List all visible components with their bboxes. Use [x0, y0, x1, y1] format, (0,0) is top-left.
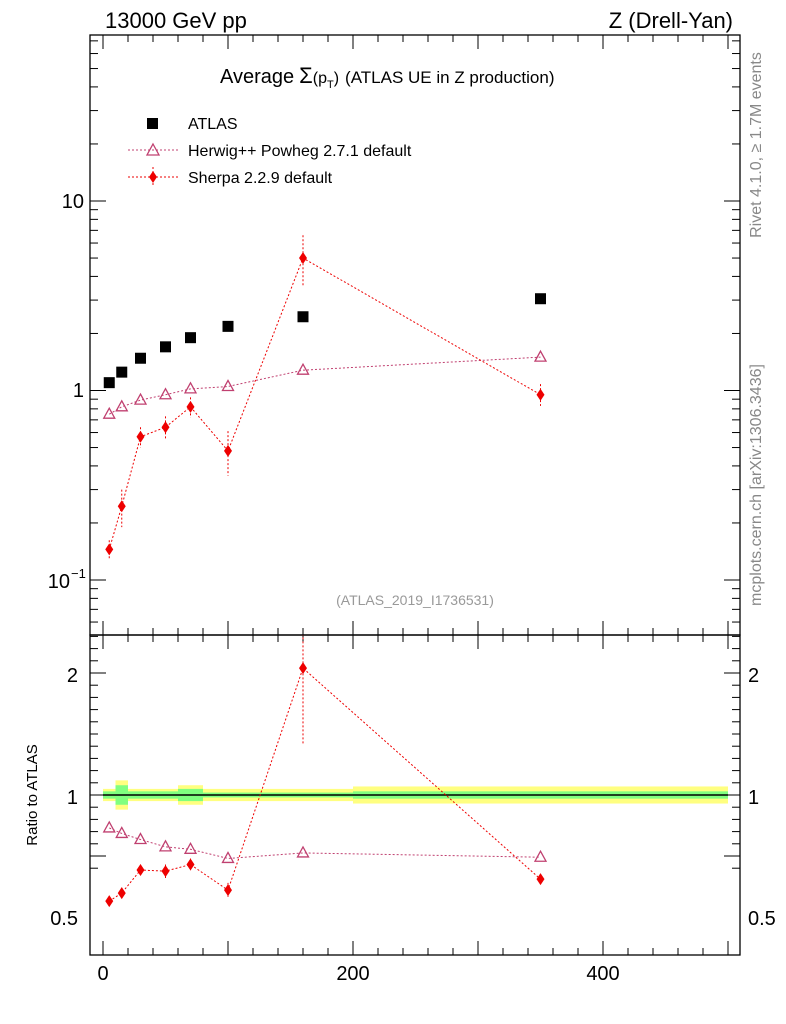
herwig-point — [296, 362, 310, 375]
ratio-ylabel: Ratio to ATLAS — [24, 744, 41, 845]
sherpa-point — [224, 444, 232, 457]
legend: ATLAS Herwig++ Powheg 2.7.1 default Sher… — [128, 116, 412, 187]
rivet-version: Rivet 4.1.0, ≥ 1.7M events — [748, 52, 765, 238]
herwig-ratio-point — [115, 826, 129, 839]
legend-herwig-marker — [145, 142, 161, 156]
header-left: 13000 GeV pp — [105, 8, 247, 33]
atlas-point — [103, 377, 115, 389]
sherpa-point — [161, 421, 170, 434]
sherpa-point — [136, 430, 145, 443]
ratio-band-group — [103, 780, 728, 810]
ratio-ytick-right-0.5: 0.5 — [748, 908, 776, 930]
xtick-label-400: 400 — [586, 963, 619, 985]
sherpa-ratio-point — [117, 887, 126, 900]
herwig-ratio-point — [533, 849, 548, 862]
ytick-label-0.1: 10 — [48, 571, 70, 593]
xtick-label-0: 0 — [97, 963, 108, 985]
ratio-data-group — [102, 635, 548, 908]
herwig-point — [102, 406, 116, 419]
ratio-ytick-right-2: 2 — [748, 665, 759, 687]
herwig-ratio-point — [102, 820, 116, 833]
herwig-ratio-point — [296, 845, 310, 858]
sherpa-ratio-point — [161, 865, 170, 878]
sherpa-ratio-point — [186, 858, 195, 871]
herwig-ratio-point — [158, 839, 173, 852]
ytick-label-1: 1 — [73, 380, 84, 402]
ratio-ytick-left-0.5: 0.5 — [50, 908, 78, 930]
sherpa-ratio-point — [105, 895, 114, 908]
herwig-series-line — [108, 356, 541, 415]
analysis-id: (ATLAS_2019_I1736531) — [336, 592, 494, 608]
header-right: Z (Drell-Yan) — [609, 8, 733, 33]
ratio-ytick-right-1: 1 — [748, 787, 759, 809]
atlas-point — [222, 320, 234, 332]
legend-atlas-label: ATLAS — [188, 116, 238, 133]
sherpa-ratio-point — [536, 873, 545, 886]
herwig-point — [158, 387, 173, 400]
herwig-point — [133, 392, 148, 405]
sherpa-ratio-line — [108, 667, 541, 902]
ytick-label-10: 10 — [62, 191, 84, 213]
sherpa-series-line — [108, 257, 541, 550]
atlas-point — [535, 293, 546, 305]
herwig-point — [533, 349, 548, 362]
ratio-ytick-left-2: 2 — [67, 665, 78, 687]
herwig-ratio-line — [109, 827, 541, 859]
sherpa-point — [536, 388, 545, 401]
main-data-group — [102, 235, 548, 560]
legend-sherpa-marker — [149, 171, 157, 183]
sherpa-point — [117, 500, 126, 513]
sherpa-ratio-point — [136, 864, 145, 877]
herwig-point — [221, 379, 235, 392]
herwig-point — [115, 399, 129, 412]
sherpa-point — [186, 400, 195, 413]
herwig-ratio-point — [183, 841, 198, 854]
sherpa-point — [299, 252, 307, 265]
xtick-label-200: 200 — [336, 963, 369, 985]
chart-title: Average Σ(pT) (ATLAS UE in Z production) — [220, 63, 554, 91]
herwig-ratio-point — [133, 832, 148, 845]
source-label: mcplots.cern.ch [arXiv:1306.3436] — [748, 364, 765, 606]
sherpa-ratio-point — [224, 884, 232, 897]
ratio-ytick-left-1: 1 — [67, 787, 78, 809]
sherpa-ratio-point — [299, 662, 307, 675]
atlas-point — [116, 366, 128, 378]
sherpa-point — [105, 543, 114, 556]
herwig-ratio-point — [221, 851, 235, 864]
ytick-label-0.1-exp: −1 — [71, 566, 86, 581]
herwig-point — [183, 381, 198, 394]
atlas-point — [135, 352, 146, 364]
legend-sherpa-label: Sherpa 2.2.9 default — [188, 170, 333, 187]
legend-atlas-marker — [147, 118, 158, 129]
atlas-point — [297, 311, 309, 323]
atlas-point — [185, 332, 196, 344]
atlas-point — [160, 341, 171, 353]
legend-herwig-label: Herwig++ Powheg 2.7.1 default — [188, 143, 412, 160]
